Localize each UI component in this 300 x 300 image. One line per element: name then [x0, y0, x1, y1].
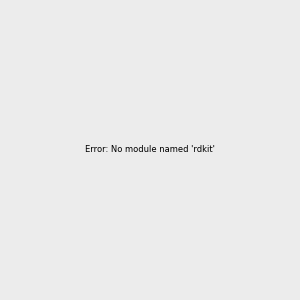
Text: Error: No module named 'rdkit': Error: No module named 'rdkit'	[85, 146, 215, 154]
